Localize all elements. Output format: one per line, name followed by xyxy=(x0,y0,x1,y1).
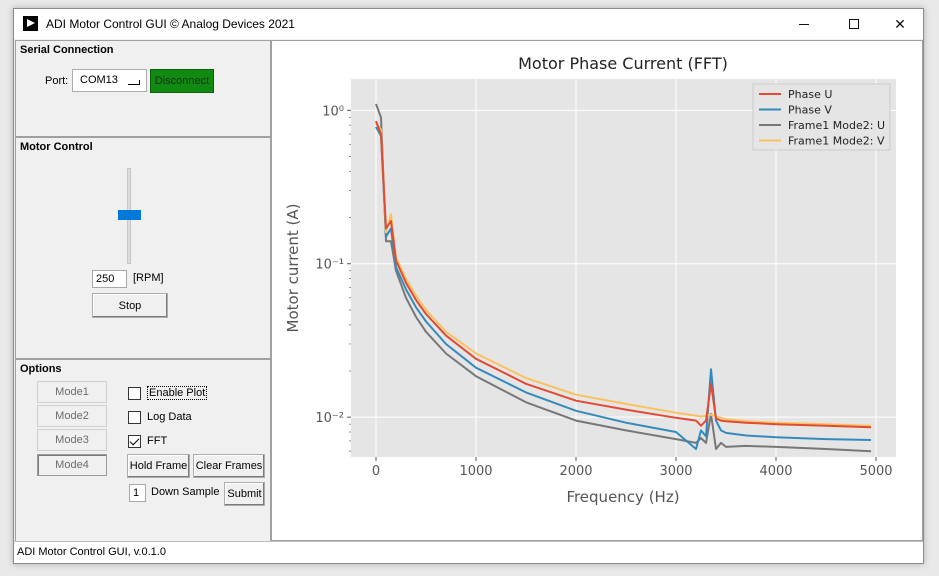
status-bar: ADI Motor Control GUI, v.0.1.0 xyxy=(14,541,923,563)
down-sample-label: Down Sample xyxy=(151,486,219,498)
y-tick-label: 10⁻² xyxy=(315,411,344,426)
speed-input[interactable]: 250 xyxy=(92,270,127,288)
log-data-checkbox-box[interactable] xyxy=(128,411,141,424)
port-select[interactable]: COM13 xyxy=(72,69,147,92)
x-tick-label: 1000 xyxy=(459,464,492,479)
speed-unit-label: [RPM] xyxy=(133,272,164,284)
x-tick-label: 2000 xyxy=(559,464,592,479)
close-button[interactable]: ✕ xyxy=(877,9,923,39)
y-tick-label: 10⁰ xyxy=(322,104,344,119)
disconnect-button[interactable]: Disconnect xyxy=(150,69,214,93)
app-window: ADI Motor Control GUI © Analog Devices 2… xyxy=(13,8,924,564)
clear-frames-button[interactable]: Clear Frames xyxy=(193,454,265,478)
hold-frame-button[interactable]: Hold Frame xyxy=(127,454,190,478)
options-group: Options Mode1 Mode2 Mode3 Mode4 Enable P… xyxy=(15,359,271,542)
options-title: Options xyxy=(20,363,62,375)
speed-slider-thumb[interactable] xyxy=(118,210,141,220)
enable-plot-checkbox-box[interactable] xyxy=(128,387,141,400)
y-tick-label: 10⁻¹ xyxy=(315,258,344,273)
close-icon: ✕ xyxy=(894,16,906,33)
x-tick-label: 0 xyxy=(372,464,380,479)
down-sample-input[interactable]: 1 xyxy=(129,484,146,502)
fft-checkbox[interactable]: FFT xyxy=(128,433,167,449)
x-axis-label: Frequency (Hz) xyxy=(566,488,679,506)
chart-title: Motor Phase Current (FFT) xyxy=(518,54,728,73)
enable-plot-checkbox[interactable]: Enable Plot xyxy=(128,385,207,401)
maximize-button[interactable] xyxy=(831,9,877,39)
port-select-value: COM13 xyxy=(80,74,118,86)
left-panel: Serial Connection Port: COM13 Disconnect… xyxy=(15,40,271,541)
fft-chart: 0 1000 2000 3000 4000 5000 10⁰ 10⁻¹ 10⁻² Motor P… xyxy=(272,41,922,540)
dropdown-indicator-icon xyxy=(128,80,140,85)
port-label: Port: xyxy=(45,75,68,87)
plot-panel: 0 1000 2000 3000 4000 5000 10⁰ 10⁻¹ 10⁻² Motor P… xyxy=(271,40,923,541)
x-tick-label: 3000 xyxy=(659,464,692,479)
app-logo-icon xyxy=(23,16,38,31)
motor-control-group: Motor Control 250 [RPM] Stop xyxy=(15,137,271,359)
fft-checkbox-box[interactable] xyxy=(128,435,141,448)
legend-label: Frame1 Mode2: U xyxy=(788,119,885,132)
serial-connection-group: Serial Connection Port: COM13 Disconnect xyxy=(15,40,271,137)
legend-label: Phase U xyxy=(788,88,832,101)
x-tick-label: 5000 xyxy=(859,464,892,479)
serial-connection-title: Serial Connection xyxy=(20,44,114,56)
mode1-button[interactable]: Mode1 xyxy=(37,381,107,403)
fft-label: FFT xyxy=(147,435,167,447)
enable-plot-label: Enable Plot xyxy=(147,386,207,400)
title-bar[interactable]: ADI Motor Control GUI © Analog Devices 2… xyxy=(14,9,923,39)
y-axis-label: Motor current (A) xyxy=(284,204,302,333)
minimize-button[interactable] xyxy=(781,9,827,39)
legend-label: Phase V xyxy=(788,104,832,117)
motor-control-title: Motor Control xyxy=(20,141,93,153)
window-title: ADI Motor Control GUI © Analog Devices 2… xyxy=(46,17,295,31)
mode3-button[interactable]: Mode3 xyxy=(37,429,107,451)
log-data-checkbox[interactable]: Log Data xyxy=(128,409,192,425)
submit-button[interactable]: Submit xyxy=(224,482,265,506)
minimize-icon xyxy=(799,24,809,25)
maximize-icon xyxy=(849,19,859,29)
legend: Phase U Phase V Frame1 Mode2: U Frame1 Mode… xyxy=(753,84,890,150)
mode4-button[interactable]: Mode4 xyxy=(37,454,107,476)
x-tick-label: 4000 xyxy=(759,464,792,479)
stop-button[interactable]: Stop xyxy=(92,293,168,318)
log-data-label: Log Data xyxy=(147,411,192,423)
legend-label: Frame1 Mode2: V xyxy=(788,135,885,148)
mode2-button[interactable]: Mode2 xyxy=(37,405,107,427)
